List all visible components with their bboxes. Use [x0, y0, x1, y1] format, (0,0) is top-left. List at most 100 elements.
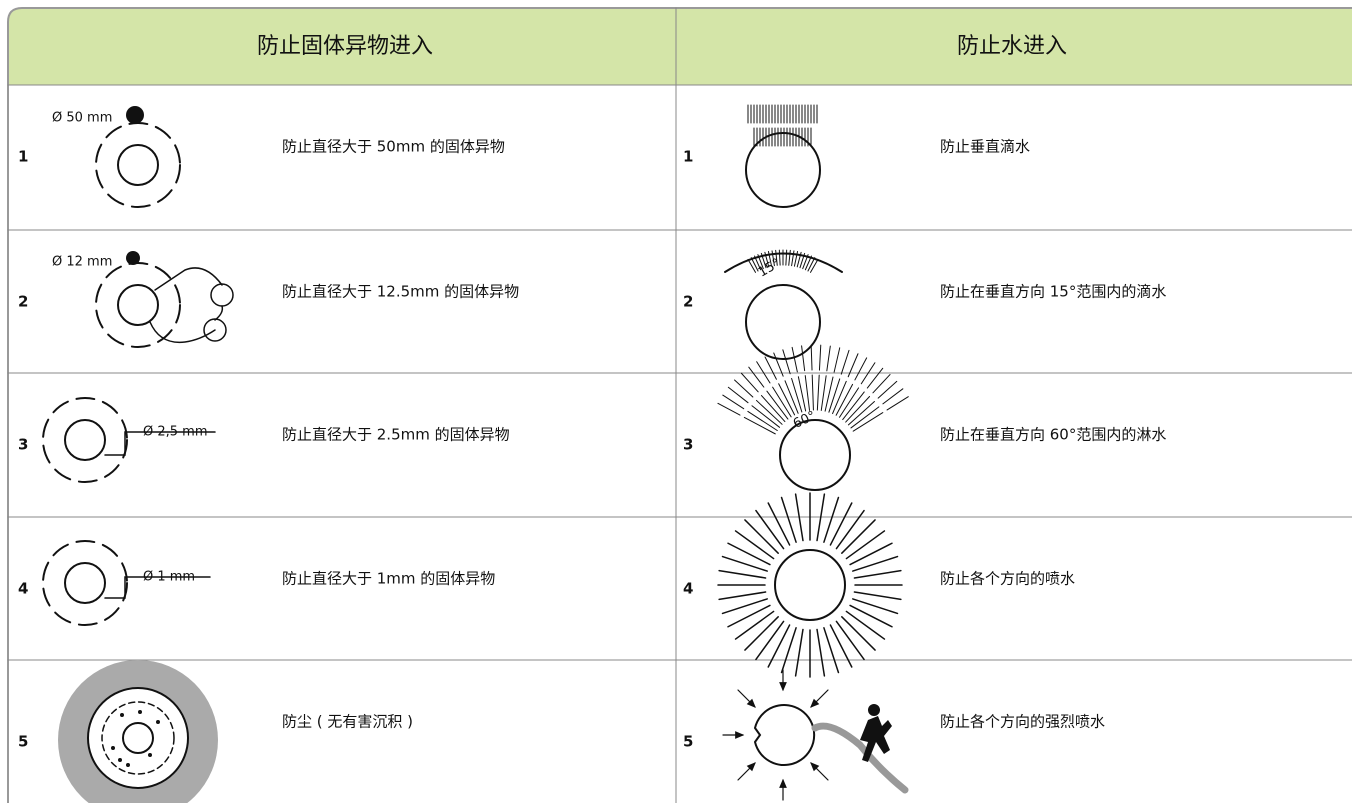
- row-description: 防止各个方向的强烈喷水: [940, 713, 1105, 731]
- ray: [828, 378, 841, 413]
- ray: [816, 493, 826, 542]
- ray: [767, 251, 773, 267]
- ray: [826, 345, 831, 372]
- ray: [845, 610, 886, 640]
- ray: [799, 252, 806, 269]
- ray: [722, 394, 745, 410]
- ray: [718, 569, 767, 579]
- ray: [748, 366, 765, 388]
- ray: [754, 255, 762, 271]
- ray: [756, 361, 771, 384]
- ray: [747, 410, 778, 431]
- ray: [721, 555, 768, 572]
- water-rays: [717, 104, 909, 801]
- ray: [853, 569, 902, 579]
- ray: [782, 349, 791, 375]
- ray: [833, 347, 841, 373]
- ray: [810, 258, 819, 273]
- ray: [860, 362, 876, 385]
- ray: [852, 598, 899, 615]
- ray: [810, 344, 813, 371]
- ray: [877, 380, 898, 399]
- arrow-head: [810, 698, 820, 708]
- ray: [807, 257, 816, 272]
- ray: [743, 416, 776, 435]
- ray: [764, 356, 777, 380]
- ray: [845, 530, 886, 560]
- icon-label: Ø 12 mm: [52, 255, 112, 270]
- ray: [804, 375, 811, 411]
- ray: [841, 519, 876, 554]
- ray: [872, 374, 891, 394]
- ray: [829, 502, 853, 546]
- row-number: 3: [18, 436, 28, 454]
- ray: [854, 357, 868, 381]
- ray: [771, 250, 775, 267]
- ray: [766, 390, 789, 420]
- ray: [816, 628, 826, 677]
- ray: [744, 616, 779, 651]
- ray: [835, 620, 865, 661]
- row-description: 防止直径大于 2.5mm 的固体异物: [282, 426, 510, 444]
- ray: [839, 387, 860, 418]
- ray: [751, 405, 781, 428]
- ray: [767, 624, 791, 668]
- ray: [850, 406, 880, 429]
- ray: [842, 391, 865, 421]
- ray: [818, 344, 822, 371]
- ray: [845, 395, 871, 423]
- ray: [717, 402, 741, 416]
- ray: [757, 254, 764, 270]
- ray: [841, 616, 876, 651]
- row-description: 防止各个方向的喷水: [940, 570, 1075, 588]
- ray: [852, 555, 899, 572]
- ray: [882, 388, 904, 405]
- ray: [727, 542, 771, 566]
- ray: [775, 249, 778, 266]
- ray: [778, 249, 781, 266]
- icon-label: Ø 1 mm: [143, 570, 195, 585]
- ray: [823, 496, 840, 543]
- header-left: 防止固体异物进入: [257, 34, 433, 59]
- ray: [849, 604, 893, 628]
- ray: [772, 386, 792, 418]
- row-number: 4: [18, 580, 28, 598]
- ray: [760, 395, 786, 423]
- ray: [804, 255, 812, 271]
- ray: [811, 374, 814, 411]
- row-number: 1: [18, 148, 28, 166]
- ray: [835, 509, 865, 550]
- ray: [721, 598, 768, 615]
- ray: [764, 251, 770, 268]
- ray: [744, 519, 779, 554]
- header-right: 防止水进入: [957, 34, 1067, 59]
- ray: [847, 400, 875, 426]
- ray: [755, 620, 785, 661]
- header-bg: [8, 8, 1352, 803]
- ray: [755, 509, 785, 550]
- arrow-head: [779, 682, 787, 692]
- ray: [796, 251, 802, 268]
- person-icon: [860, 704, 892, 762]
- ray: [791, 377, 803, 413]
- ray: [853, 591, 902, 601]
- ray: [849, 542, 893, 566]
- ray: [767, 502, 791, 546]
- row-description: 防止在垂直方向 60°范围内的淋水: [940, 426, 1166, 444]
- ray: [816, 374, 820, 411]
- ray: [734, 530, 775, 560]
- arrow-head: [810, 762, 820, 772]
- ray: [734, 379, 754, 398]
- ray: [823, 627, 840, 674]
- ray: [829, 624, 853, 668]
- particles: [126, 106, 144, 265]
- ray: [847, 353, 859, 378]
- ray: [794, 493, 804, 542]
- arrow-head: [779, 778, 787, 788]
- row-number: 3: [683, 436, 693, 454]
- ray: [727, 604, 771, 628]
- ray: [832, 380, 847, 415]
- row-description: 防止垂直滴水: [940, 138, 1030, 156]
- ray: [791, 250, 795, 267]
